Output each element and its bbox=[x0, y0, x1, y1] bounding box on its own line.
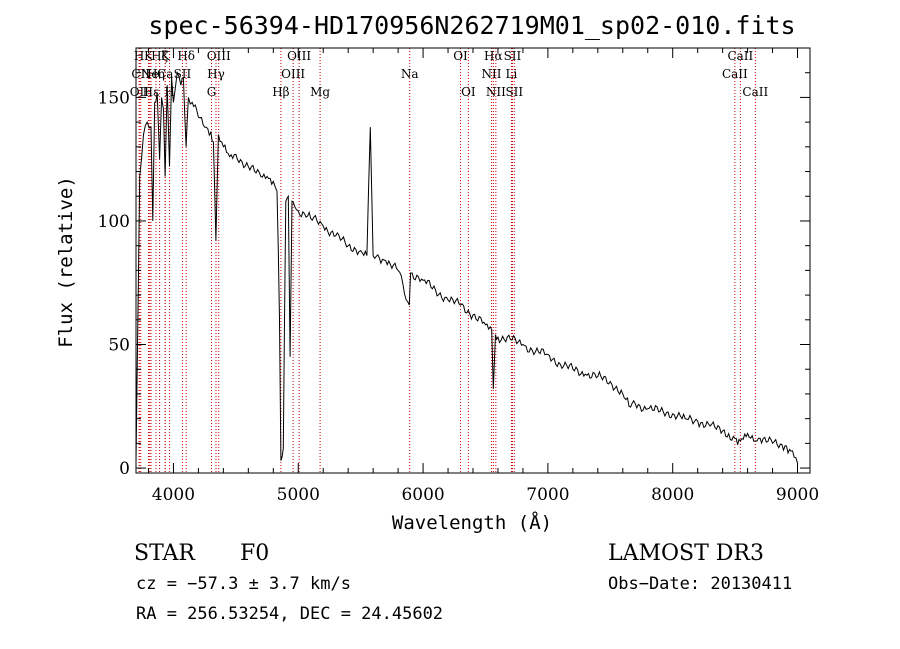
line-label-7: Hη bbox=[147, 67, 165, 81]
line-label-4: Ne bbox=[141, 67, 159, 81]
spectral-line-markers bbox=[138, 48, 756, 473]
spectrum-line bbox=[135, 70, 798, 464]
line-label-12: SII bbox=[174, 67, 192, 81]
x-tick-label-5: 9000 bbox=[776, 485, 819, 505]
survey-name: LAMOST DR3 bbox=[608, 541, 764, 566]
coordinates: RA = 256.53254, DEC = 24.45602 bbox=[136, 604, 443, 624]
observation-date: Obs−Date: 20130411 bbox=[608, 574, 792, 594]
y-tick-label-2: 100 bbox=[98, 212, 130, 232]
spectral-subclass: F0 bbox=[240, 541, 269, 566]
y-axis-label: Flux (relative) bbox=[55, 176, 77, 348]
line-label-28: SII bbox=[505, 85, 523, 99]
line-label-2: OII bbox=[130, 85, 150, 99]
x-axis: 4000 5000 6000 7000 8000 9000 bbox=[147, 48, 819, 505]
line-label-26: Li bbox=[506, 67, 518, 81]
x-tick-label-2: 6000 bbox=[401, 485, 444, 505]
line-label-6: Hζ bbox=[151, 49, 168, 63]
plot-frame bbox=[135, 47, 811, 474]
line-label-29: CaII bbox=[722, 67, 748, 81]
line-label-31: CaII bbox=[742, 85, 768, 99]
line-label-21: OI bbox=[453, 49, 468, 63]
line-label-5: Hε bbox=[143, 85, 160, 99]
line-label-24: Hα bbox=[484, 49, 503, 63]
y-tick-label-3: 150 bbox=[98, 88, 130, 108]
line-label-0: H bbox=[134, 49, 144, 63]
x-tick-label-0: 4000 bbox=[152, 485, 195, 505]
line-label-20: Na bbox=[401, 67, 419, 81]
line-label-13: OIII bbox=[207, 49, 231, 63]
y-tick-label-0: 0 bbox=[119, 459, 130, 479]
x-axis-label: Wavelength (Å) bbox=[392, 511, 552, 534]
chart-title: spec-56394-HD170956N262719M01_sp02-010.f… bbox=[148, 11, 795, 40]
line-label-25: NII bbox=[486, 85, 506, 99]
line-label-14: Hγ bbox=[207, 67, 225, 81]
line-label-30: CaII bbox=[727, 49, 753, 63]
line-label-16: Hβ bbox=[272, 85, 289, 99]
y-tick-label-1: 50 bbox=[108, 336, 130, 356]
line-label-3: K bbox=[144, 49, 154, 63]
line-label-11: Hδ bbox=[177, 49, 195, 63]
line-label-19: Mg bbox=[310, 85, 330, 99]
line-label-8: Ca bbox=[157, 67, 173, 81]
x-tick-label-4: 8000 bbox=[651, 485, 694, 505]
line-label-10: H bbox=[164, 85, 174, 99]
line-label-15: G bbox=[207, 85, 217, 99]
object-class: STAR bbox=[134, 541, 196, 566]
line-label-17: OIII bbox=[281, 67, 305, 81]
y-axis: 0 50 100 150 bbox=[98, 72, 810, 479]
redshift-velocity: cz = −57.3 ± 3.7 km/s bbox=[136, 574, 351, 594]
line-label-22: OI bbox=[461, 85, 476, 99]
line-label-9: K bbox=[161, 49, 171, 63]
line-label-18: OIII bbox=[287, 49, 311, 63]
x-tick-label-3: 7000 bbox=[526, 485, 569, 505]
line-label-23: NII bbox=[481, 67, 501, 81]
line-label-27: SII bbox=[504, 49, 522, 63]
x-tick-label-1: 5000 bbox=[277, 485, 320, 505]
